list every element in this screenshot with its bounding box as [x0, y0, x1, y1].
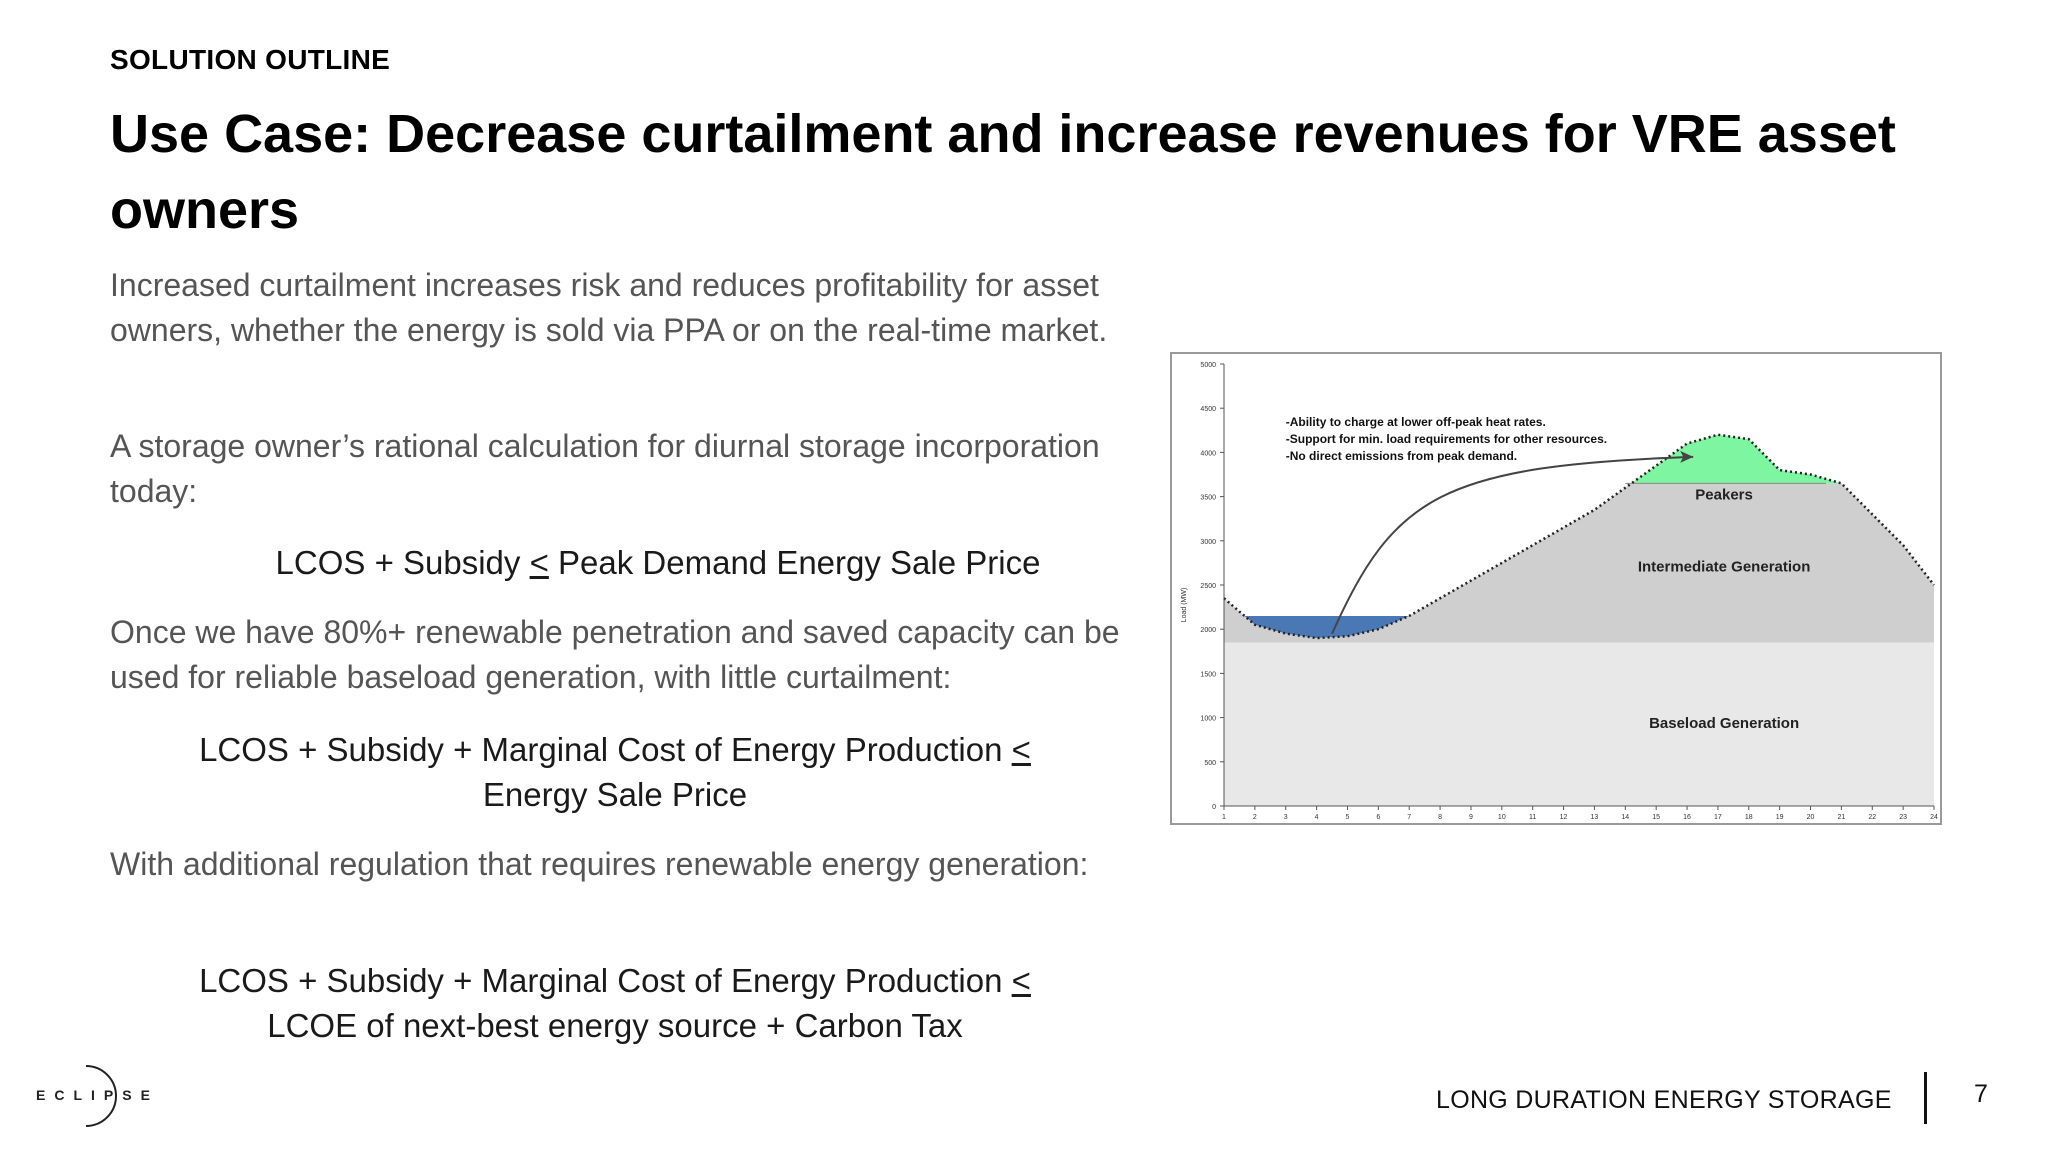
paragraph-regulation: With additional regulation that requires…: [110, 846, 1089, 882]
load-curve-chart-svg: 0 500 1000 1500 2000 2500 3000 3500 4000 4500 5000…: [1181, 362, 1938, 821]
y-tick-label: 5000: [1200, 362, 1216, 369]
x-tick-label: 18: [1745, 814, 1753, 821]
x-tick-label: 9: [1469, 814, 1473, 821]
baseload-label: Baseload Generation: [1649, 715, 1799, 732]
y-tick-label: 3500: [1200, 495, 1216, 502]
baseload-region: [1224, 642, 1934, 806]
formula-renewable-line2: Energy Sale Price: [482, 776, 748, 813]
y-tick-label: 4500: [1200, 406, 1216, 413]
y-tick-label: 4000: [1200, 450, 1216, 457]
formula-today-operator: <: [529, 544, 549, 581]
formula-today: LCOS + Subsidy < Peak Demand Energy Sale…: [110, 540, 1206, 585]
formula-regulation-line1: LCOS + Subsidy + Marginal Cost of Energy…: [199, 962, 1012, 999]
page-number: 7: [1974, 1080, 1988, 1108]
x-tick-label: 7: [1407, 814, 1411, 821]
x-tick-label: 16: [1683, 814, 1691, 821]
x-tick-label: 21: [1837, 814, 1845, 821]
deck-title: LONG DURATION ENERGY STORAGE: [1436, 1086, 1892, 1114]
storage-shift-arrow: [1331, 455, 1694, 635]
load-curve-chart: 0 500 1000 1500 2000 2500 3000 3500 4000 4500 5000…: [1170, 352, 1942, 825]
x-tick-label: 2: [1253, 814, 1257, 821]
y-tick-label: 500: [1204, 760, 1216, 767]
x-tick-label: 24: [1930, 814, 1938, 821]
section-label: SOLUTION OUTLINE: [110, 44, 391, 75]
storage-charge-region: [1239, 615, 1410, 639]
peakers-label: Peakers: [1695, 486, 1753, 503]
x-tick-label: 20: [1807, 814, 1815, 821]
y-tick-label: 1500: [1200, 671, 1216, 678]
load-curve-line: [1223, 433, 1935, 640]
formula-regulation-line2: LCOE of next-best energy source + Carbon…: [267, 1007, 963, 1044]
annotation-text: -No direct emissions from peak demand.: [1286, 449, 1517, 463]
x-tick-label: 17: [1714, 814, 1722, 821]
formula-renewable: LCOS + Subsidy + Marginal Cost of Energy…: [110, 727, 1120, 817]
x-tick-label: 13: [1591, 814, 1599, 821]
x-tick-label: 15: [1652, 814, 1660, 821]
formula-renewable-line1: LCOS + Subsidy + Marginal Cost of Energy…: [199, 731, 1012, 768]
intermediate-region: [1224, 483, 1934, 643]
x-tick-label: 6: [1376, 814, 1380, 821]
y-tick-label: 1000: [1200, 716, 1216, 723]
formula-regulation-operator: <: [1011, 962, 1031, 999]
formula-regulation: LCOS + Subsidy + Marginal Cost of Energy…: [110, 958, 1120, 1048]
y-tick-label: 0: [1212, 804, 1216, 811]
annotation-text: -Support for min. load requirements for …: [1286, 432, 1607, 446]
x-tick-label: 4: [1315, 814, 1319, 821]
paragraph-curtailment: Increased curtailment increases risk and…: [110, 267, 1108, 348]
x-tick-label: 19: [1776, 814, 1784, 821]
x-tick-label: 22: [1868, 814, 1876, 821]
eclipse-logo: ECLIPSE: [36, 1065, 159, 1127]
page-title: Use Case: Decrease curtailment and incre…: [110, 104, 1896, 240]
formula-renewable-operator: <: [1011, 731, 1031, 768]
x-tick-label: 5: [1346, 814, 1350, 821]
x-tick-label: 11: [1529, 814, 1536, 821]
formula-today-left: LCOS + Subsidy: [275, 544, 530, 581]
intermediate-label: Intermediate Generation: [1638, 559, 1811, 576]
x-tick-label: 12: [1560, 814, 1568, 821]
y-tick-label: 2000: [1200, 627, 1216, 634]
paragraph-storage-owner: A storage owner’s rational calculation f…: [110, 428, 1100, 509]
formula-today-right: Peak Demand Energy Sale Price: [548, 544, 1041, 581]
x-tick-label: 8: [1438, 814, 1442, 821]
svg-text:ECLIPSE: ECLIPSE: [36, 1087, 159, 1103]
x-tick-label: 10: [1498, 814, 1506, 821]
x-tick-label: 23: [1899, 814, 1907, 821]
y-tick-label: 3000: [1200, 539, 1216, 546]
y-tick-label: 2500: [1200, 583, 1216, 590]
x-tick-label: 1: [1222, 814, 1226, 821]
footer-divider: [1924, 1072, 1927, 1124]
x-tick-label: 3: [1284, 814, 1288, 821]
storage-shift-arrowhead: [1680, 450, 1694, 463]
x-tick-label: 14: [1621, 814, 1629, 821]
annotation-text: -Ability to charge at lower off-peak hea…: [1286, 415, 1546, 429]
y-axis-label: Load (MW): [1181, 588, 1188, 623]
paragraph-renewable-penetration: Once we have 80%+ renewable penetration …: [110, 614, 1120, 695]
